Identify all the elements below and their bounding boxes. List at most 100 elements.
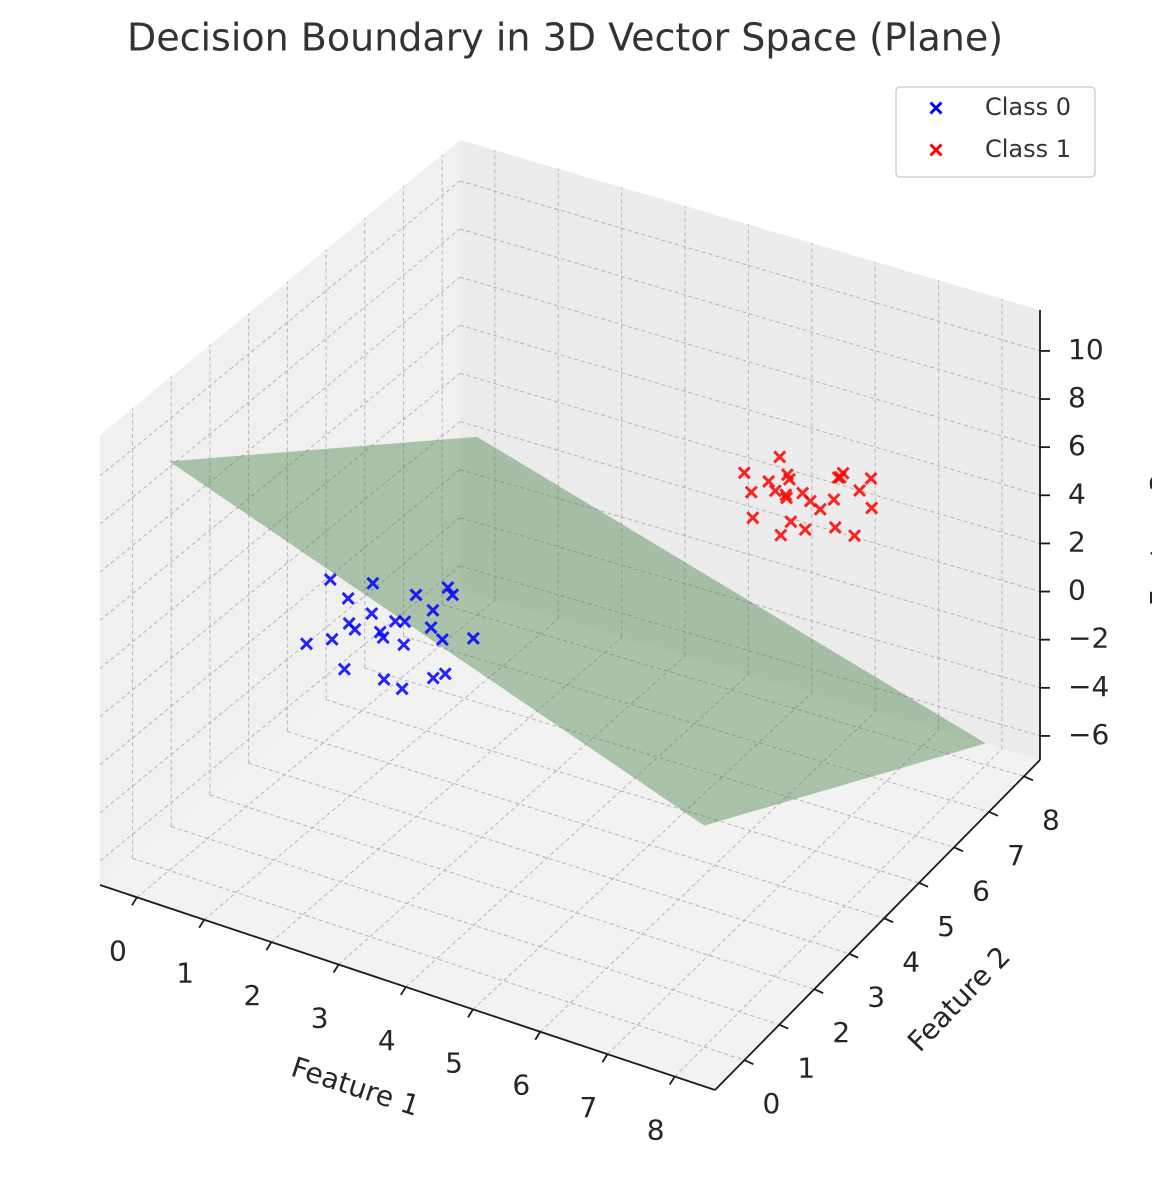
y-tick-label: 5 <box>937 910 955 943</box>
point <box>466 631 480 645</box>
x-tick-label: 4 <box>378 1024 396 1057</box>
y-tick <box>1023 775 1034 782</box>
y-tick <box>848 952 859 959</box>
grid-line <box>459 324 1041 496</box>
grid-line <box>248 762 850 955</box>
x-tick <box>534 1031 542 1041</box>
grid-line <box>99 373 461 669</box>
back-pane <box>460 140 1040 760</box>
x-axis <box>99 884 716 1091</box>
x-tick-label: 7 <box>580 1091 598 1124</box>
x-tick <box>265 941 273 951</box>
point <box>426 603 440 617</box>
grid-line <box>99 421 461 717</box>
x-tick-label: 5 <box>445 1046 463 1079</box>
point <box>441 580 455 595</box>
point <box>774 528 788 542</box>
grid-line <box>287 730 885 919</box>
z-tick-label: 0 <box>1068 574 1086 607</box>
grid-line <box>99 276 461 573</box>
grid-line <box>459 565 1041 737</box>
x-tick-label: 3 <box>311 1002 329 1035</box>
y-tick-label: 6 <box>972 874 990 907</box>
point <box>426 671 440 685</box>
floor-pane <box>100 590 1040 1090</box>
point <box>779 488 793 502</box>
grid-line <box>99 324 461 621</box>
point <box>828 520 842 535</box>
grid-line <box>99 469 461 766</box>
point <box>762 474 776 489</box>
point <box>836 466 850 480</box>
point <box>827 492 841 507</box>
grid-line <box>132 857 745 1061</box>
z-tick-label: 8 <box>1068 381 1086 414</box>
z-tick-label: −2 <box>1068 622 1109 655</box>
y-tick <box>778 1023 789 1030</box>
legend-label: Class 1 <box>985 135 1071 163</box>
grid-line <box>539 711 876 1033</box>
y-tick-label: 0 <box>762 1087 780 1120</box>
point <box>377 672 391 686</box>
point <box>773 450 787 464</box>
y-tick <box>988 810 999 817</box>
x-tick <box>400 986 407 996</box>
point <box>864 471 878 485</box>
x-tick <box>332 964 340 974</box>
x-tick <box>198 919 205 929</box>
point <box>852 483 867 497</box>
grid-line <box>136 599 496 898</box>
point <box>299 637 314 651</box>
marks <box>169 436 986 826</box>
x-tick-label: 6 <box>512 1069 530 1102</box>
point <box>744 485 758 499</box>
chart-title: Decision Boundary in 3D Vector Space (Pl… <box>127 16 1003 60</box>
x-tick-label: 0 <box>109 934 127 967</box>
decision-plane <box>169 436 986 826</box>
point <box>847 529 862 543</box>
point <box>438 667 452 681</box>
x-tick-label: 2 <box>243 979 261 1012</box>
point <box>796 486 810 500</box>
grid-line <box>459 180 1041 352</box>
y-tick-label: 8 <box>1042 803 1060 836</box>
y-tick-label: 1 <box>797 1052 815 1085</box>
point <box>341 591 355 605</box>
grid-line <box>459 421 1041 593</box>
grid-line <box>674 748 1003 1077</box>
legend-marker <box>929 143 943 157</box>
grid-line <box>99 228 461 525</box>
grid-line <box>171 826 780 1026</box>
grid-line <box>459 517 1041 689</box>
grid-line <box>459 372 1041 544</box>
y-tick-label: 2 <box>832 1016 850 1049</box>
x-tick-label: 1 <box>176 957 194 990</box>
point <box>780 468 794 482</box>
z-tick-label: −4 <box>1068 670 1109 703</box>
grid-line <box>459 469 1041 641</box>
legend-marker <box>929 101 943 115</box>
z-tick-label: 6 <box>1068 429 1086 462</box>
y-tick <box>883 917 894 924</box>
point <box>337 662 352 676</box>
z-tick-label: 10 <box>1068 333 1104 366</box>
grid <box>99 150 1041 1077</box>
grid-line <box>459 228 1041 400</box>
point <box>325 632 339 646</box>
grid-line <box>271 636 622 943</box>
point <box>780 491 794 505</box>
legend: Class 0 Class 1 <box>895 86 1096 178</box>
y-tick <box>813 988 824 995</box>
point <box>397 638 411 652</box>
point <box>398 615 412 629</box>
point <box>798 522 812 537</box>
grid-line <box>607 729 939 1055</box>
y-tick <box>918 881 929 888</box>
point <box>424 620 438 635</box>
z-axis-label: Feature 3 <box>1144 474 1152 607</box>
grid-line <box>203 618 559 921</box>
z-tick-label: 2 <box>1068 525 1086 558</box>
point <box>366 576 380 590</box>
